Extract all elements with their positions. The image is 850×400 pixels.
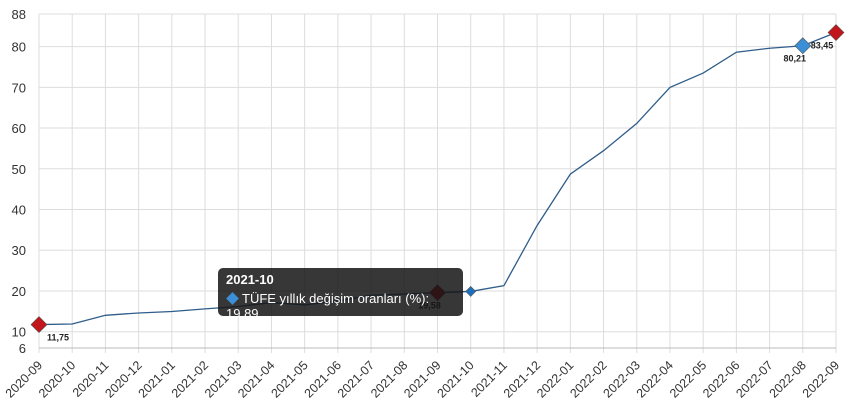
y-tick-label: 80 — [12, 40, 26, 55]
y-tick-label: 30 — [12, 243, 26, 258]
y-tick-label: 6 — [19, 341, 26, 356]
x-tick-label: 2020-10 — [36, 358, 78, 400]
tooltip-title: 2021-10 — [226, 272, 274, 287]
highlight-marker — [30, 316, 48, 334]
hover-marker — [465, 285, 477, 297]
y-tick-label: 40 — [12, 203, 26, 218]
tooltip-text: TÜFE yıllık değişim oranları (%): 19,89 — [226, 291, 430, 321]
y-tick-label: 10 — [12, 325, 26, 340]
y-tick-label: 50 — [12, 162, 26, 177]
data-label: 11,75 — [47, 333, 69, 343]
highlight-marker — [794, 37, 812, 55]
x-tick-label: 2021-10 — [434, 358, 476, 400]
y-tick-label: 20 — [12, 284, 26, 299]
y-tick-label: 60 — [12, 121, 26, 136]
tooltip: 2021-10 TÜFE yıllık değişim oranları (%)… — [218, 268, 463, 321]
tooltip-series-diamond-icon — [226, 292, 239, 305]
y-tick-label: 88 — [12, 7, 26, 22]
data-label: 83,45 — [811, 41, 834, 51]
data-label: 80,21 — [784, 54, 807, 64]
y-tick-label: 70 — [12, 80, 26, 95]
x-tick-label: 2022-09 — [800, 358, 842, 400]
highlight-marker — [827, 24, 845, 41]
